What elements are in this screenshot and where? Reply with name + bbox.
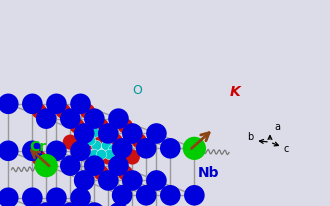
Point — [68, 140, 73, 144]
Point — [78, 102, 83, 105]
Point — [92, 140, 97, 144]
Point — [168, 194, 173, 197]
Point — [6, 196, 11, 199]
Point — [123, 124, 128, 128]
Point — [192, 194, 197, 197]
Point — [106, 179, 111, 182]
Point — [68, 164, 73, 167]
Point — [87, 139, 92, 142]
Point — [91, 131, 96, 134]
Point — [116, 164, 121, 167]
Point — [106, 137, 112, 140]
Point — [44, 164, 49, 167]
Point — [91, 153, 97, 156]
Point — [116, 117, 121, 120]
Point — [30, 196, 35, 199]
Point — [30, 149, 35, 152]
Point — [106, 132, 111, 135]
Point — [68, 117, 73, 120]
Point — [130, 155, 135, 159]
Text: O: O — [132, 84, 142, 97]
Point — [6, 102, 11, 105]
Point — [54, 149, 59, 152]
Text: K: K — [229, 85, 240, 99]
Point — [144, 147, 149, 150]
Point — [37, 157, 42, 160]
Point — [144, 194, 149, 197]
Point — [85, 110, 90, 113]
Point — [92, 117, 97, 120]
Text: b: b — [247, 131, 253, 142]
Point — [104, 143, 109, 146]
Point — [99, 171, 104, 175]
Point — [99, 124, 104, 128]
Point — [78, 196, 83, 199]
Point — [130, 132, 135, 135]
Point — [137, 139, 142, 143]
Point — [106, 153, 111, 156]
Point — [6, 149, 11, 152]
Point — [192, 147, 197, 150]
Point — [82, 179, 87, 182]
Text: c: c — [284, 144, 289, 154]
Point — [154, 132, 159, 135]
Point — [113, 139, 118, 143]
Point — [123, 171, 128, 175]
Text: Nb: Nb — [198, 166, 219, 180]
Point — [110, 148, 116, 151]
Point — [168, 147, 173, 150]
Text: Cr: Cr — [30, 140, 47, 154]
Point — [54, 102, 59, 105]
Point — [75, 124, 80, 128]
Point — [154, 179, 159, 182]
Point — [44, 117, 49, 120]
Point — [37, 110, 42, 113]
Point — [119, 147, 125, 150]
Point — [99, 153, 104, 156]
Point — [192, 147, 197, 150]
Point — [78, 149, 83, 152]
Point — [130, 179, 135, 182]
Point — [61, 110, 66, 113]
Point — [106, 155, 111, 159]
Point — [44, 164, 49, 167]
Point — [54, 196, 59, 199]
Point — [30, 102, 35, 105]
Point — [119, 194, 125, 197]
Point — [92, 164, 97, 167]
Point — [82, 132, 87, 135]
Point — [94, 143, 99, 146]
Text: a: a — [274, 122, 280, 132]
